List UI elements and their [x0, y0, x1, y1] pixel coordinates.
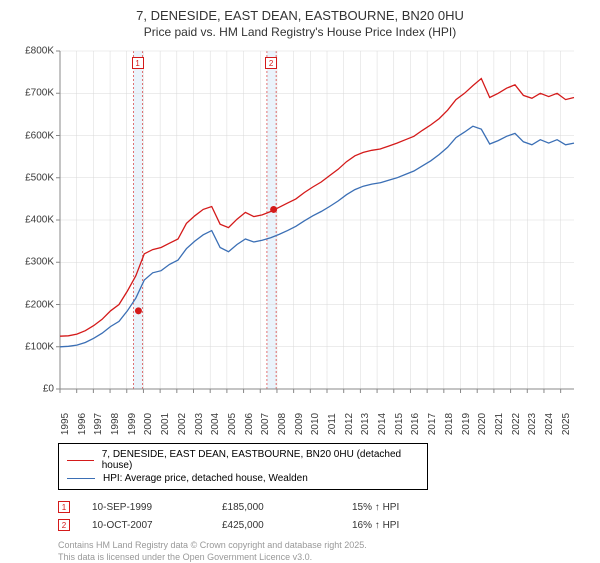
transaction-delta: 15% ↑ HPI — [352, 502, 482, 513]
x-axis-label: 2022 — [511, 413, 522, 435]
footer-line1: Contains HM Land Registry data © Crown c… — [58, 540, 582, 552]
transaction-price: £185,000 — [222, 502, 352, 513]
x-axis-label: 2023 — [527, 413, 538, 435]
x-axis-label: 2005 — [227, 413, 238, 435]
x-axis-label: 2000 — [143, 413, 154, 435]
x-axis-label: 2020 — [477, 413, 488, 435]
x-axis-label: 2011 — [327, 413, 338, 435]
legend-row: 7, DENESIDE, EAST DEAN, EASTBOURNE, BN20… — [67, 448, 419, 472]
x-axis-label: 2016 — [410, 413, 421, 435]
chart-badge-1: 1 — [132, 57, 144, 69]
transactions-table: 1 10-SEP-1999£185,00015% ↑ HPI 2 10-OCT-200… — [58, 498, 582, 534]
x-axis-label: 1998 — [110, 413, 121, 435]
transaction-marker: 2 — [58, 519, 70, 531]
x-axis-label: 2021 — [494, 413, 505, 435]
transaction-price: £425,000 — [222, 520, 352, 531]
x-axis-label: 2006 — [244, 413, 255, 435]
y-axis-label: £800K — [16, 46, 54, 57]
y-axis-label: £700K — [16, 88, 54, 99]
x-axis-label: 2004 — [210, 413, 221, 435]
legend-label: 7, DENESIDE, EAST DEAN, EASTBOURNE, BN20… — [102, 449, 419, 471]
y-axis-label: £300K — [16, 257, 54, 268]
x-axis-label: 1999 — [127, 413, 138, 435]
x-axis-label: 2001 — [160, 413, 171, 435]
x-axis-label: 2009 — [294, 413, 305, 435]
transaction-row: 1 10-SEP-1999£185,00015% ↑ HPI — [58, 498, 582, 516]
transaction-date: 10-SEP-1999 — [92, 502, 222, 513]
legend-row: HPI: Average price, detached house, Weal… — [67, 472, 419, 485]
footer-line2: This data is licensed under the Open Gov… — [58, 552, 582, 563]
y-axis-label: £200K — [16, 299, 54, 310]
x-axis-label: 2014 — [377, 413, 388, 435]
y-axis-label: £100K — [16, 341, 54, 352]
x-axis-label: 2019 — [461, 413, 472, 435]
legend-swatch — [67, 478, 95, 479]
x-axis-label: 1995 — [60, 413, 71, 435]
legend-swatch — [67, 460, 94, 461]
y-axis-label: £0 — [16, 384, 54, 395]
x-axis-label: 2010 — [310, 413, 321, 435]
transaction-delta: 16% ↑ HPI — [352, 520, 482, 531]
x-axis-label: 1996 — [77, 413, 88, 435]
chart-svg — [18, 47, 582, 407]
chart-area: £0 £100K £200K £300K £400K £500K £600K £700K £80… — [18, 47, 582, 407]
x-axis-label: 1997 — [93, 413, 104, 435]
x-axis-label: 2012 — [344, 413, 355, 435]
chart-badge-2: 2 — [265, 57, 277, 69]
x-axis-label: 2025 — [561, 413, 572, 435]
x-axis-label: 2015 — [394, 413, 405, 435]
x-axis-label: 2013 — [360, 413, 371, 435]
legend-box: 7, DENESIDE, EAST DEAN, EASTBOURNE, BN20… — [58, 443, 428, 490]
transaction-date: 10-OCT-2007 — [92, 520, 222, 531]
x-axis-label: 2018 — [444, 413, 455, 435]
y-axis-label: £500K — [16, 172, 54, 183]
transaction-row: 2 10-OCT-2007£425,00016% ↑ HPI — [58, 516, 582, 534]
x-axis-label: 2017 — [427, 413, 438, 435]
y-axis-label: £400K — [16, 215, 54, 226]
y-axis-label: £600K — [16, 130, 54, 141]
x-axis-label: 2007 — [260, 413, 271, 435]
x-axis-label: 2024 — [544, 413, 555, 435]
chart-title-line2: Price paid vs. HM Land Registry's House … — [18, 25, 582, 39]
transaction-marker: 1 — [58, 501, 70, 513]
x-axis-label: 2003 — [194, 413, 205, 435]
legend-label: HPI: Average price, detached house, Weal… — [103, 473, 308, 484]
x-axis-label: 2008 — [277, 413, 288, 435]
chart-title-line1: 7, DENESIDE, EAST DEAN, EASTBOURNE, BN20… — [18, 8, 582, 23]
x-axis-label: 2002 — [177, 413, 188, 435]
